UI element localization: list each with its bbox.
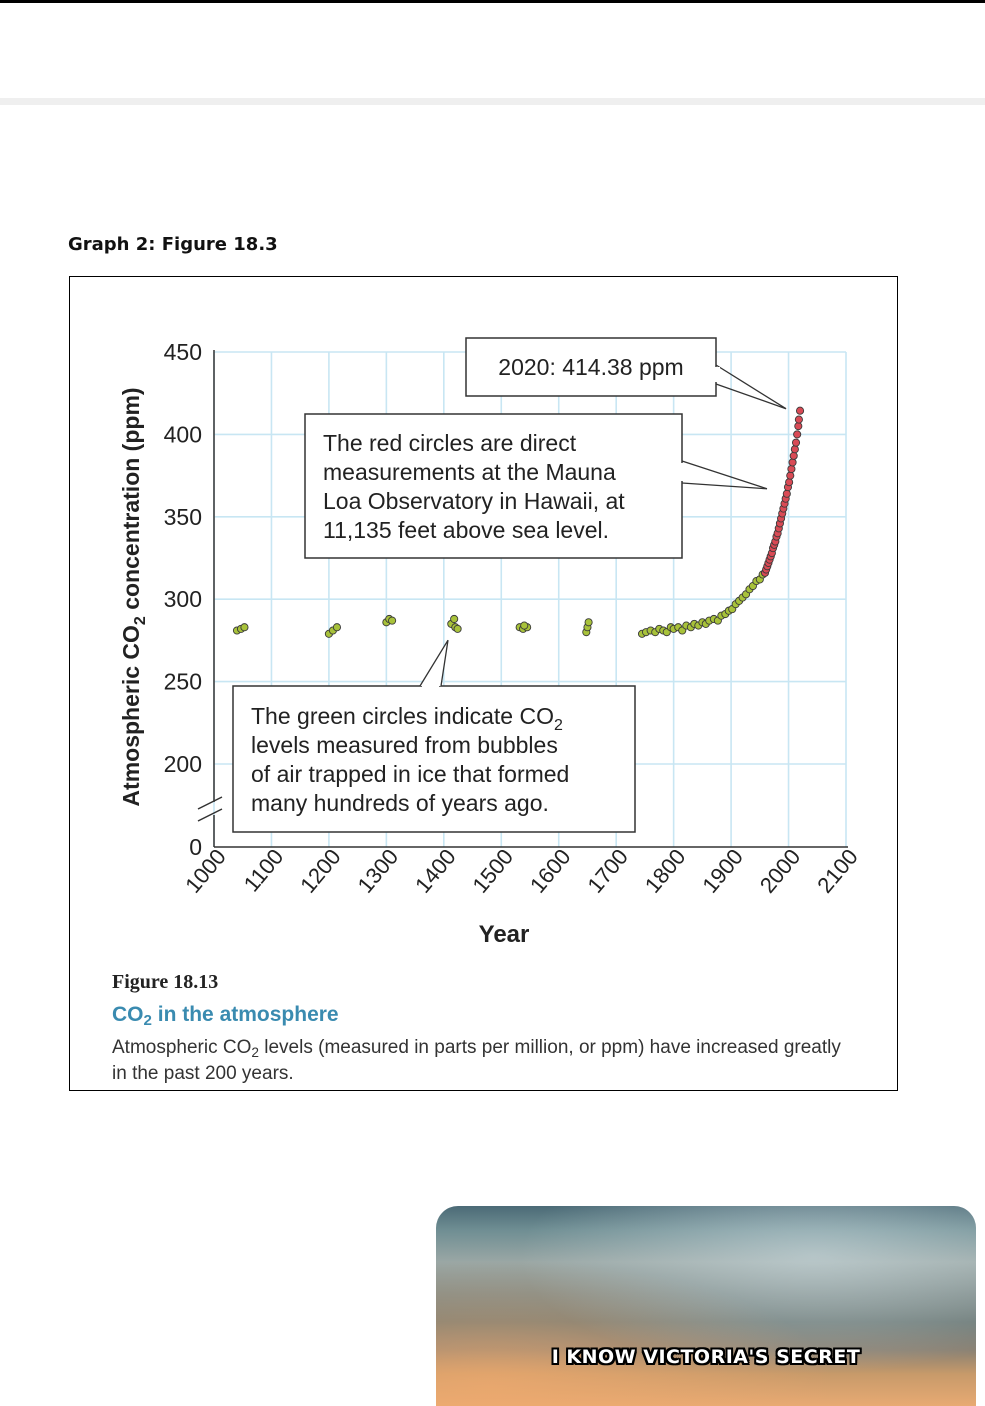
data-point: [332, 623, 342, 632]
x-tick-label: 1700: [582, 844, 633, 898]
y-tick-label: 200: [164, 751, 202, 777]
x-tick-label: 1400: [410, 844, 461, 898]
y-tick-label: 0: [189, 834, 202, 860]
callout-red-box: [304, 413, 683, 559]
callout-green-line: The green circles indicate CO2: [251, 703, 563, 734]
divider-band: [0, 98, 985, 105]
callout-red-gap: [676, 463, 686, 481]
y-tick-label: 300: [164, 586, 202, 612]
data-point: [240, 623, 249, 632]
data-point: [787, 464, 796, 474]
data-point: [453, 624, 462, 633]
top-rule: [0, 0, 985, 3]
y-tick-label: 450: [164, 339, 202, 365]
data-point: [794, 415, 803, 424]
x-tick-label: 1800: [640, 844, 691, 898]
axis-break-mark: [197, 808, 223, 822]
callout-2020-pointer: [715, 383, 787, 410]
data-point: [791, 438, 801, 447]
x-tick-label: 1900: [697, 844, 748, 898]
figure-description: Atmospheric CO2 levels (measured in part…: [112, 1037, 841, 1084]
callout-green-pointer: [419, 639, 449, 687]
data-point: [790, 445, 799, 454]
callout-2020-gap: [710, 367, 720, 382]
data-point: [794, 422, 803, 431]
x-axis-label: Year: [479, 921, 530, 948]
callout-green-box: [232, 685, 636, 833]
y-axis-label: Atmospheric CO2 concentration (ppm): [118, 387, 149, 806]
figure-label: Figure 18.13: [112, 971, 219, 993]
section-title: Graph 2: Figure 18.3: [68, 234, 278, 255]
figure-box: 0 200 250 300 350 400 450 1000 1100 1200 1300 1400 1…: [69, 276, 898, 1091]
chart-points: [232, 406, 805, 638]
data-point: [388, 616, 397, 625]
x-tick-label: 1300: [353, 844, 404, 898]
callout-red-line: measurements at the Mauna: [323, 459, 616, 485]
callout-green-line: of air trapped in ice that formed: [251, 761, 569, 787]
video-overlay[interactable]: I KNOW VICTORIA'S SECRET: [436, 1206, 976, 1406]
data-point: [520, 621, 529, 630]
x-tick-label: 1100: [239, 844, 289, 896]
y-tick-label: 250: [164, 669, 202, 695]
x-tick-label: 2000: [755, 844, 806, 898]
chart-axes: [197, 350, 848, 848]
callout-red-line: 11,135 feet above sea level.: [323, 517, 609, 543]
x-tick-label: 1000: [180, 844, 231, 898]
data-point: [789, 451, 798, 460]
x-tick-label: 1500: [467, 844, 518, 898]
callout-green-line: levels measured from bubbles: [251, 732, 558, 758]
callout-green-line: many hundreds of years ago.: [251, 790, 549, 816]
video-caption: I KNOW VICTORIA'S SECRET: [551, 1346, 861, 1368]
callout-2020-pointer: [715, 364, 787, 410]
data-point: [782, 489, 791, 498]
callout-red-line: Loa Observatory in Hawaii, at: [323, 488, 625, 514]
x-tick-label: 2100: [812, 844, 863, 898]
data-point: [584, 618, 593, 627]
data-point: [795, 406, 805, 415]
x-tick-label: 1200: [295, 844, 346, 898]
callout-red-line: The red circles are direct: [323, 430, 577, 456]
data-point: [788, 458, 797, 467]
callout-red-pointer: [681, 482, 768, 490]
callout-red-pointer: [681, 460, 768, 490]
x-tick-label: 1600: [525, 844, 576, 898]
data-point: [785, 478, 794, 487]
callout-2020-text: 2020: 414.38 ppm: [498, 354, 683, 380]
data-point: [793, 430, 802, 439]
data-point: [450, 614, 459, 624]
y-tick-label: 400: [164, 421, 202, 447]
callout-2020-box: [465, 337, 717, 397]
y-tick-label: 350: [164, 504, 202, 530]
figure-title: CO2 in the atmosphere: [112, 1003, 339, 1030]
axis-break-mark: [197, 796, 223, 810]
data-point: [786, 471, 795, 480]
chart-callouts: 2020: 414.38 ppm The red circles are dire…: [232, 337, 787, 833]
